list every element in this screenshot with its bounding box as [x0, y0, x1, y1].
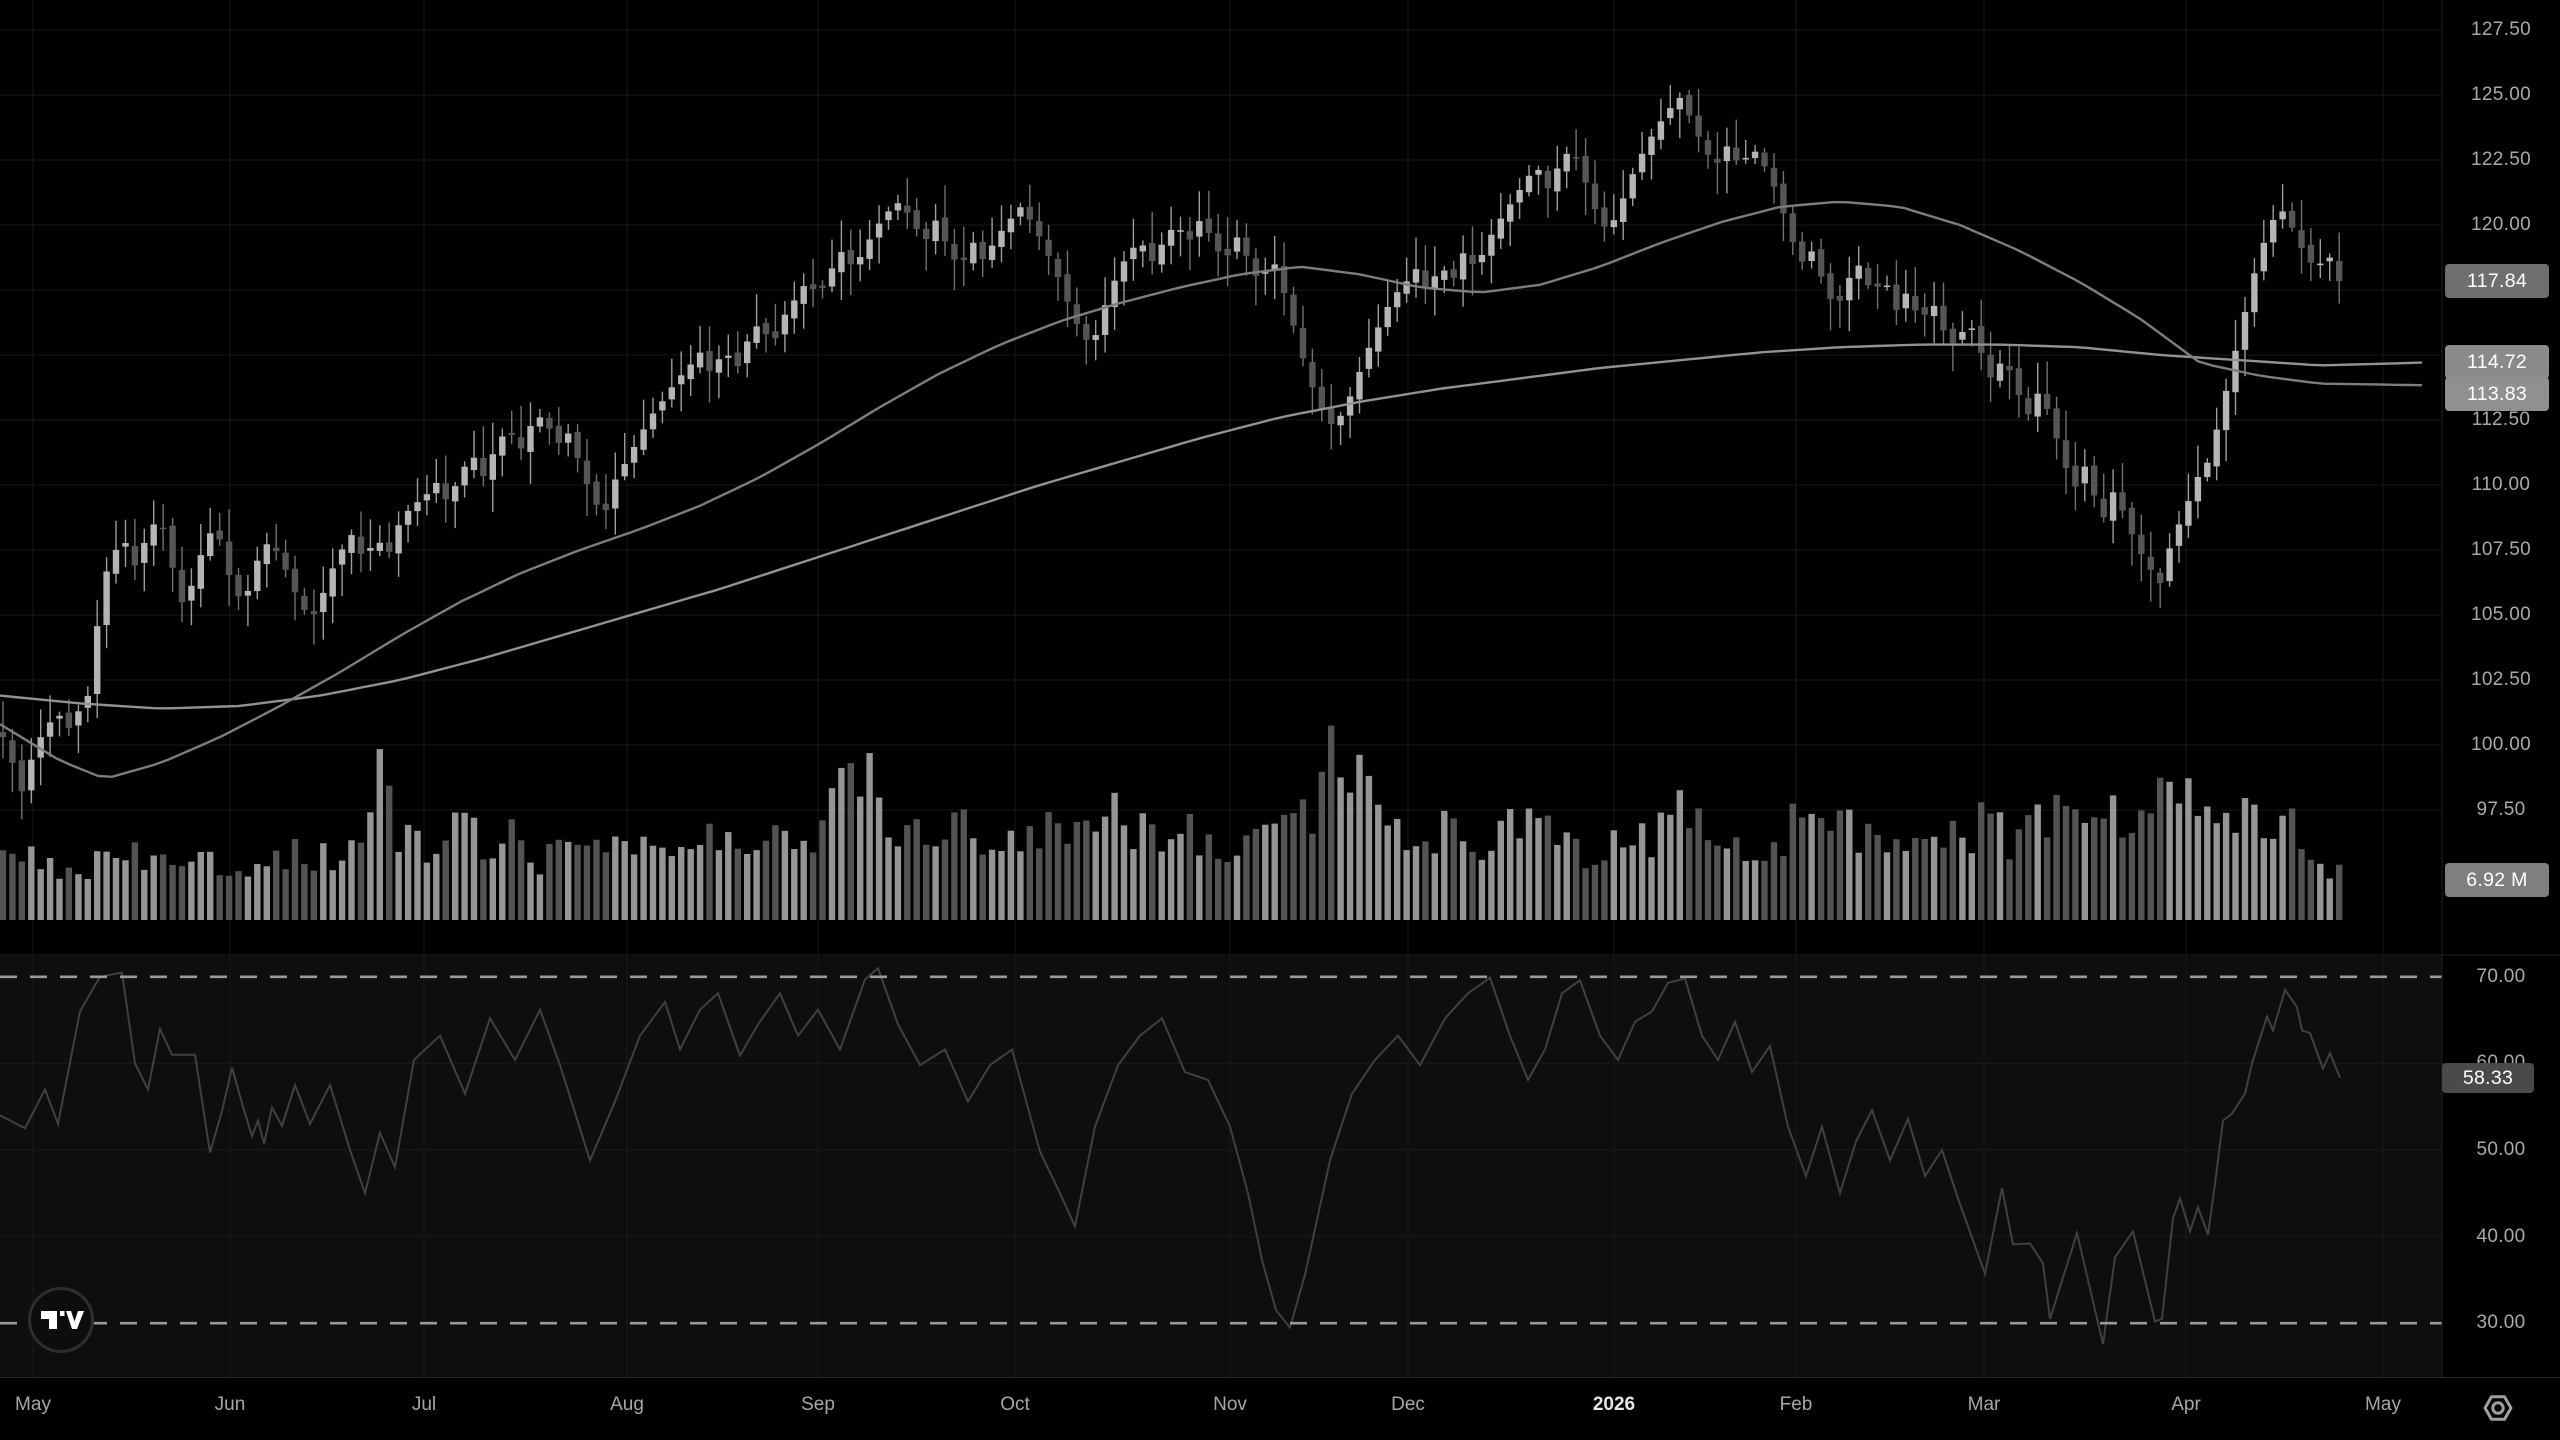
time-axis-month-label: Oct	[1000, 1394, 1030, 1415]
tradingview-logo-glyph	[41, 1311, 84, 1329]
price-axis-label: 107.50	[2471, 539, 2531, 560]
time-axis-year-label: 2026	[1592, 1394, 1636, 1415]
time-axis-month-label: May	[15, 1394, 51, 1415]
time-axis-month-label: Aug	[610, 1394, 644, 1415]
axis-settings-gear-icon[interactable]	[2478, 1388, 2518, 1428]
ma-fast-badge: 113.83	[2445, 377, 2549, 412]
rsi-axis-label: 70.00	[2476, 965, 2526, 987]
price-axis[interactable]: 127.50 125.00 122.50 120.00 112.50 110.00 107.…	[2442, 0, 2560, 1378]
time-axis-month-label: Nov	[1213, 1394, 1247, 1415]
price-axis-label: 125.00	[2471, 84, 2531, 105]
time-axis-month-label: Feb	[1779, 1394, 1813, 1415]
rsi-axis-label: 40.00	[2476, 1225, 2526, 1247]
price-axis-label: 122.50	[2471, 149, 2531, 170]
price-axis-label: 97.50	[2476, 799, 2526, 820]
time-axis[interactable]: May Jun Jul Aug Sep Oct Nov Dec 2026 Feb Mar Apr May	[0, 1377, 2560, 1440]
tradingview-logo[interactable]	[28, 1287, 94, 1353]
rsi-axis-label: 30.00	[2476, 1312, 2526, 1334]
time-axis-month-label: Mar	[1967, 1394, 2001, 1415]
rsi-badge: 58.33	[2442, 1062, 2534, 1093]
price-axis-label: 102.50	[2471, 669, 2531, 690]
price-axis-label: 110.00	[2471, 474, 2531, 495]
price-axis-label: 120.00	[2471, 214, 2531, 235]
price-axis-label: 127.50	[2471, 19, 2531, 40]
time-axis-month-label: Sep	[801, 1394, 835, 1415]
rsi-axis[interactable]	[2442, 956, 2560, 1378]
price-axis-label: 100.00	[2471, 734, 2531, 755]
price-axis-label: 105.00	[2471, 604, 2531, 625]
rsi-axis-label: 50.00	[2476, 1139, 2526, 1160]
time-axis-month-label: Dec	[1391, 1394, 1425, 1415]
time-axis-month-label: May	[2365, 1394, 2401, 1415]
volume-badge: 6.92 M	[2445, 863, 2549, 897]
time-axis-month-label: Jul	[411, 1394, 437, 1415]
price-axis-label: 112.50	[2471, 409, 2531, 430]
ma-slow-badge: 114.72	[2445, 345, 2549, 380]
time-axis-month-label: Jun	[214, 1394, 246, 1415]
time-axis-month-label: Apr	[2171, 1394, 2201, 1415]
last-price-badge: 117.84	[2445, 264, 2549, 299]
